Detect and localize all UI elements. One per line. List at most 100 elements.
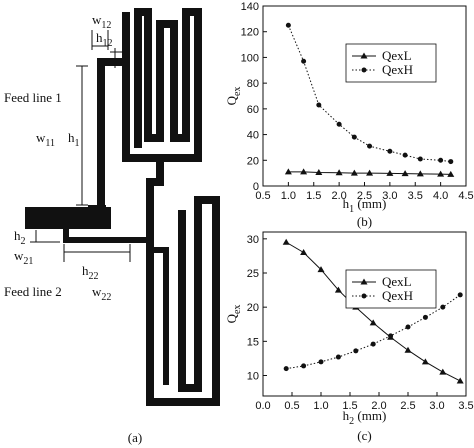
- label-part: (mm): [354, 408, 386, 423]
- subscript: ex: [232, 87, 243, 96]
- subscript: 21: [23, 256, 33, 267]
- data-point: [456, 377, 464, 384]
- legend-marker: [361, 67, 367, 73]
- x-axis-label: h1 (mm): [343, 196, 387, 215]
- dim-w12: [91, 30, 109, 50]
- dimension-label: h22: [82, 263, 99, 282]
- x-tick-label: 1.5: [342, 400, 357, 412]
- x-tick-label: 3.5: [458, 400, 473, 412]
- y-tick-label: 30: [247, 234, 259, 246]
- y-tick-label: 25: [247, 268, 259, 280]
- dim-h12: [110, 48, 126, 68]
- data-point: [401, 170, 409, 177]
- x-tick-label: 0.0: [255, 400, 270, 412]
- y-tick-label: 20: [247, 155, 259, 167]
- subscript: 12: [101, 20, 111, 31]
- subscript: 2: [349, 416, 354, 427]
- data-point: [386, 169, 394, 176]
- legend-box: [345, 43, 437, 83]
- data-point: [387, 148, 393, 154]
- subscript: 2: [21, 236, 26, 247]
- data-point: [457, 292, 463, 298]
- label-part: w: [36, 130, 46, 145]
- data-point: [336, 121, 342, 127]
- data-point: [285, 22, 291, 28]
- data-point: [300, 249, 308, 255]
- upper-resonator: [122, 8, 202, 162]
- data-point: [405, 324, 411, 330]
- legend-label: QexL: [382, 48, 412, 63]
- data-point: [282, 238, 290, 245]
- y-tick-label: 60: [247, 104, 259, 116]
- x-tick-label: 3.0: [382, 190, 397, 202]
- data-point: [437, 170, 445, 177]
- data-point: [366, 169, 374, 176]
- dim-h22: [63, 244, 131, 262]
- x-tick-label: 1.0: [313, 400, 328, 412]
- y-axis-label: Qex: [224, 87, 243, 106]
- data-point: [315, 169, 323, 175]
- data-point: [318, 359, 324, 365]
- x-tick-label: 3.0: [429, 400, 444, 412]
- data-point: [350, 169, 358, 176]
- plot-frame: [262, 231, 467, 397]
- x-tick-label: 2.5: [400, 400, 415, 412]
- subscript: 22: [89, 271, 99, 282]
- lower-resonator-inner: [150, 247, 169, 385]
- dimension-label: w22: [92, 284, 111, 303]
- label-part: h: [68, 130, 75, 145]
- legend-label: QexH: [382, 62, 413, 77]
- caption: (c): [357, 428, 371, 443]
- y-tick-label: 100: [241, 52, 259, 64]
- x-tick-label: 1.0: [281, 190, 296, 202]
- dimension-label: h2: [14, 228, 26, 247]
- legend-marker: [360, 278, 368, 285]
- dim-h1: [76, 65, 88, 206]
- feed-line-joint: [88, 205, 106, 215]
- data-point: [422, 314, 428, 320]
- data-point: [417, 156, 423, 162]
- plot-frame: [262, 5, 467, 187]
- x-tick-label: 1.5: [306, 190, 321, 202]
- data-point: [370, 341, 376, 347]
- dimension-label: w12: [92, 12, 111, 31]
- data-point: [334, 286, 342, 293]
- series-line: [285, 241, 461, 382]
- label-part: Q: [224, 95, 239, 105]
- data-point: [447, 170, 455, 177]
- subscript: 1: [349, 204, 354, 215]
- data-point: [335, 354, 341, 360]
- data-point: [316, 102, 322, 108]
- data-point: [416, 170, 424, 177]
- y-tick-label: 0: [253, 181, 259, 193]
- data-point: [353, 348, 359, 354]
- subscript: 11: [45, 138, 55, 149]
- legend-label: QexL: [382, 274, 412, 289]
- label-part: h: [96, 30, 103, 45]
- data-point: [301, 58, 307, 64]
- data-point: [300, 168, 308, 175]
- x-tick-label: 2.0: [371, 400, 386, 412]
- dimension-label: Feed line 1: [4, 90, 62, 105]
- legend-marker: [360, 52, 368, 59]
- data-point: [438, 157, 444, 163]
- legend-box: [345, 269, 437, 309]
- subscript: 22: [101, 292, 111, 303]
- data-point: [439, 368, 447, 375]
- label-part: w: [92, 12, 102, 27]
- label-part: Feed line 2: [4, 284, 62, 299]
- dimension-label: w11: [36, 130, 55, 149]
- filter-layout: [25, 8, 220, 406]
- label-part: (mm): [354, 196, 386, 211]
- legend-label: QexH: [382, 288, 413, 303]
- data-point: [351, 134, 357, 140]
- legend-marker: [361, 293, 367, 299]
- dim-h2: [30, 230, 60, 243]
- y-tick-label: 80: [247, 78, 259, 90]
- y-tick-label: 10: [247, 371, 259, 383]
- label-part: h: [82, 263, 89, 278]
- dimension-label: h1: [68, 130, 80, 149]
- data-point: [421, 358, 429, 365]
- label-part: Q: [224, 313, 239, 323]
